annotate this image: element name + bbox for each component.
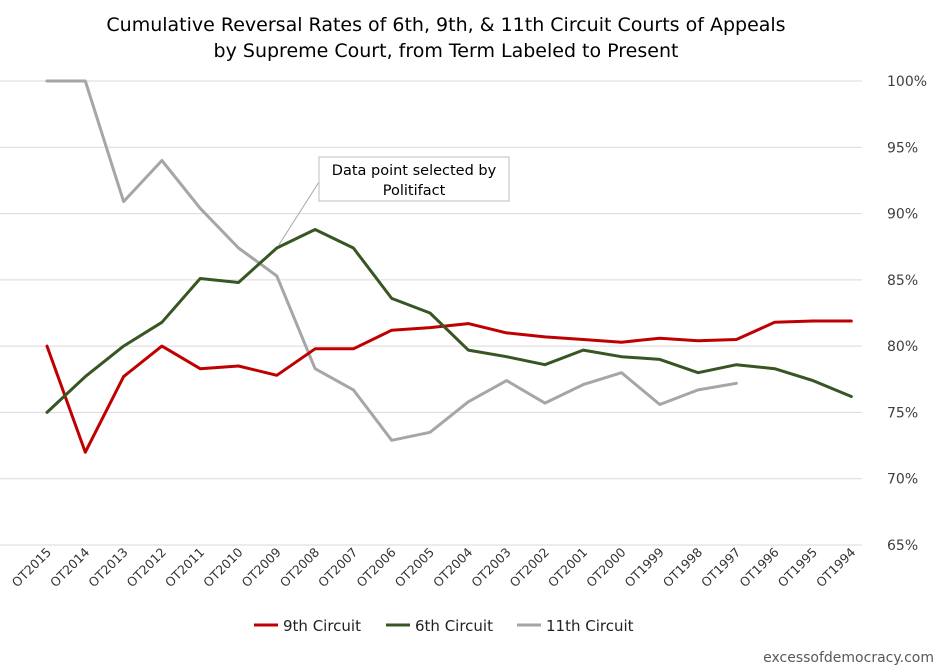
x-tick-label: OT1997 [698, 545, 743, 590]
series-line-11th-circuit [45, 79, 738, 442]
legend: 9th Circuit 6th Circuit 11th Circuit [254, 617, 634, 635]
x-tick-label: OT1999 [621, 544, 666, 589]
x-tick-label: OT2000 [583, 544, 628, 589]
annotation: Data point selected by Politifact [278, 156, 510, 246]
y-tick-label: 70% [887, 472, 918, 488]
series-lines [45, 79, 853, 454]
legend-label-11th-circuit: 11th Circuit [546, 617, 634, 635]
x-tick-label: OT2006 [353, 544, 398, 589]
x-tick-label: OT2013 [85, 545, 130, 590]
annotation-box [318, 156, 510, 202]
x-tick-label: OT1996 [736, 544, 781, 589]
y-axis-ticks: 100% 95% 90% 85% 80% 75% 70% 65% [887, 74, 927, 554]
x-tick-label: OT2002 [507, 545, 552, 590]
y-tick-label: 65% [887, 538, 918, 554]
series-line-6th-circuit [45, 228, 853, 414]
x-tick-label: OT2005 [392, 545, 437, 590]
x-tick-label: OT2010 [200, 544, 245, 589]
x-tick-label: OT2003 [468, 545, 513, 590]
gridlines [0, 80, 862, 546]
y-tick-label: 100% [887, 74, 927, 90]
y-tick-label: 75% [887, 405, 918, 421]
chart-title-line2: by Supreme Court, from Term Labeled to P… [214, 40, 679, 62]
x-tick-label: OT1995 [775, 545, 820, 590]
series-line-9th-circuit [45, 319, 853, 454]
footer-credit: excessofdemocracy.com [763, 650, 934, 666]
annotation-leader-line [278, 181, 320, 246]
y-tick-label: 90% [887, 207, 918, 223]
x-tick-label: OT2014 [47, 544, 92, 589]
y-tick-label: 85% [887, 273, 918, 289]
x-tick-label: OT1994 [813, 544, 858, 589]
x-tick-label: OT2004 [430, 544, 475, 589]
x-tick-label: OT2012 [124, 545, 169, 590]
annotation-text-line2: Politifact [383, 183, 446, 199]
x-tick-label: OT1998 [660, 544, 705, 589]
legend-label-9th-circuit: 9th Circuit [283, 617, 361, 635]
y-tick-label: 95% [887, 140, 918, 156]
x-tick-label: OT2011 [162, 545, 207, 590]
y-tick-label: 80% [887, 339, 918, 355]
x-axis-ticks: OT2015OT2014OT2013OT2012OT2011OT2010OT20… [9, 544, 859, 589]
x-tick-label: OT2007 [315, 545, 360, 590]
x-tick-label: OT2009 [238, 544, 283, 589]
annotation-text-line1: Data point selected by [332, 163, 497, 179]
x-tick-label: OT2015 [9, 545, 54, 590]
x-tick-label: OT2008 [277, 544, 322, 589]
chart-title-line1: Cumulative Reversal Rates of 6th, 9th, &… [106, 14, 785, 36]
x-tick-label: OT2001 [545, 545, 590, 590]
legend-label-6th-circuit: 6th Circuit [415, 617, 493, 635]
